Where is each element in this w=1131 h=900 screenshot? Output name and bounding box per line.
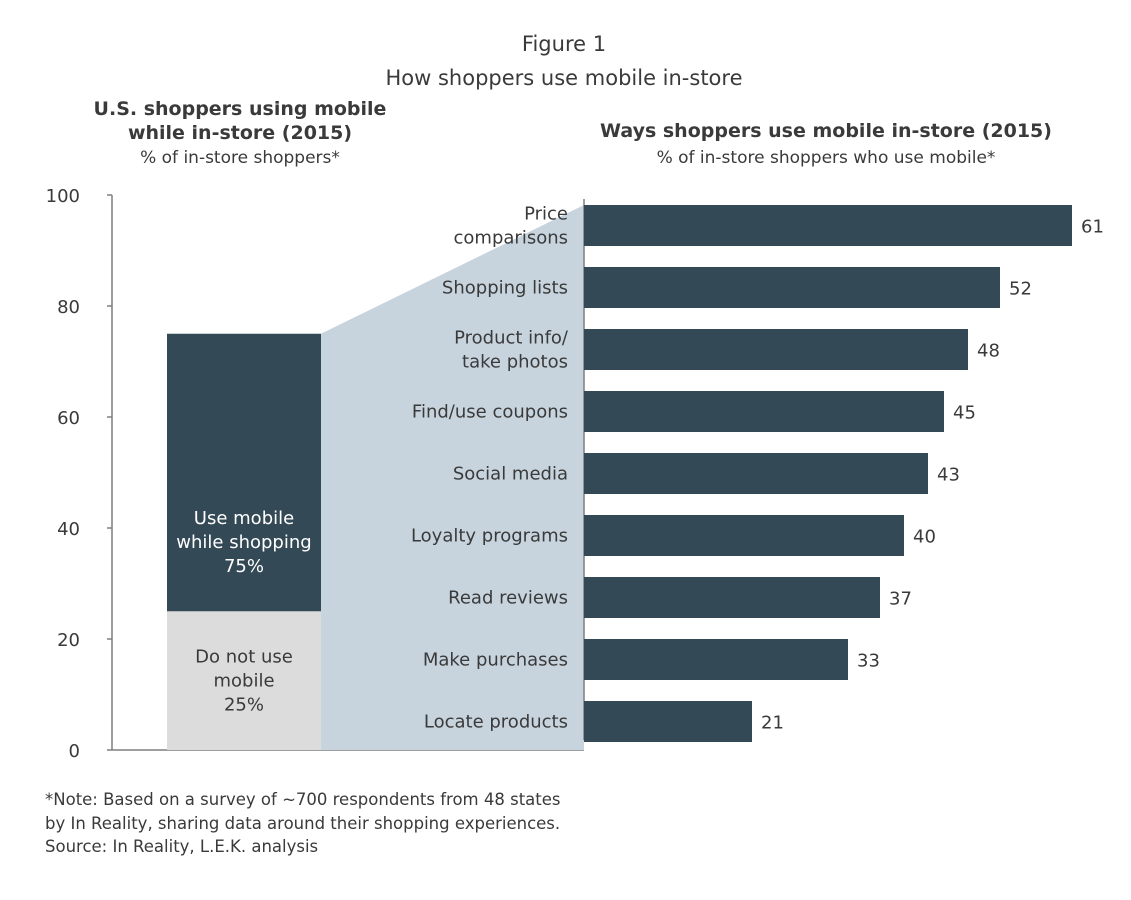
category-label: Product info/: [454, 328, 569, 349]
bar: [584, 701, 752, 742]
category-label: Shopping lists: [442, 278, 568, 299]
category-label: Make purchases: [423, 650, 568, 671]
bar: [584, 577, 880, 618]
left-chart-title-line-2: while in-store (2015): [128, 122, 352, 144]
notes: *Note: Based on a survey of ~700 respond…: [45, 788, 561, 859]
category-label: Read reviews: [448, 588, 568, 609]
left-chart-title-line-1: U.S. shoppers using mobile: [94, 98, 387, 120]
segment-label: 25%: [224, 695, 264, 716]
data-label: 45: [953, 403, 976, 424]
category-label: Locate products: [424, 712, 568, 733]
y-tick-label: 80: [57, 297, 80, 318]
left-chart-subtitle: % of in-store shoppers*: [140, 148, 340, 168]
bar: [584, 453, 928, 494]
segment-label: mobile: [213, 671, 274, 692]
data-label: 37: [889, 589, 912, 610]
data-label: 43: [937, 465, 960, 486]
segment-label: while shopping: [176, 532, 311, 553]
plot-layer: 0 20 40 60 80 100 Use mobile while shopping 75% D…: [46, 186, 1104, 762]
data-label: 52: [1009, 279, 1032, 300]
y-tick-label: 100: [46, 186, 80, 207]
data-label: 61: [1081, 217, 1104, 238]
bar: [584, 329, 968, 370]
y-tick-label: 40: [57, 519, 80, 540]
figure-title: How shoppers use mobile in-store: [386, 66, 743, 90]
right-chart-subtitle: % of in-store shoppers who use mobile*: [657, 148, 996, 168]
bar: [584, 639, 848, 680]
data-label: 40: [913, 527, 936, 548]
segment-label: 75%: [224, 556, 264, 577]
source-line: Source: In Reality, L.E.K. analysis: [45, 837, 319, 856]
bar: [584, 515, 904, 556]
connector-band: [321, 205, 584, 750]
right-chart-title: Ways shoppers use mobile in-store (2015): [600, 120, 1052, 142]
note-line: *Note: Based on a survey of ~700 respond…: [45, 790, 561, 809]
y-tick-label: 20: [57, 630, 80, 651]
y-tick-label: 0: [69, 741, 80, 762]
stacked-bar-segment-no-mobile: [167, 611, 321, 750]
note-line: by In Reality, sharing data around their…: [45, 813, 561, 833]
segment-label: Use mobile: [194, 508, 294, 529]
segment-label: Do not use: [195, 647, 293, 668]
category-label: Loyalty programs: [411, 526, 568, 547]
bar: [584, 205, 1072, 246]
bar: [584, 391, 944, 432]
data-label: 48: [977, 341, 1000, 362]
data-label: 21: [761, 713, 784, 734]
bar: [584, 267, 1000, 308]
category-label: take photos: [462, 352, 568, 373]
figure-label: Figure 1: [522, 32, 606, 56]
category-label: Price: [524, 204, 568, 225]
y-tick-label: 60: [57, 408, 80, 429]
category-label: Find/use coupons: [412, 402, 568, 423]
category-label: Social media: [453, 464, 568, 485]
data-label: 33: [857, 651, 880, 672]
category-label: comparisons: [454, 228, 568, 249]
